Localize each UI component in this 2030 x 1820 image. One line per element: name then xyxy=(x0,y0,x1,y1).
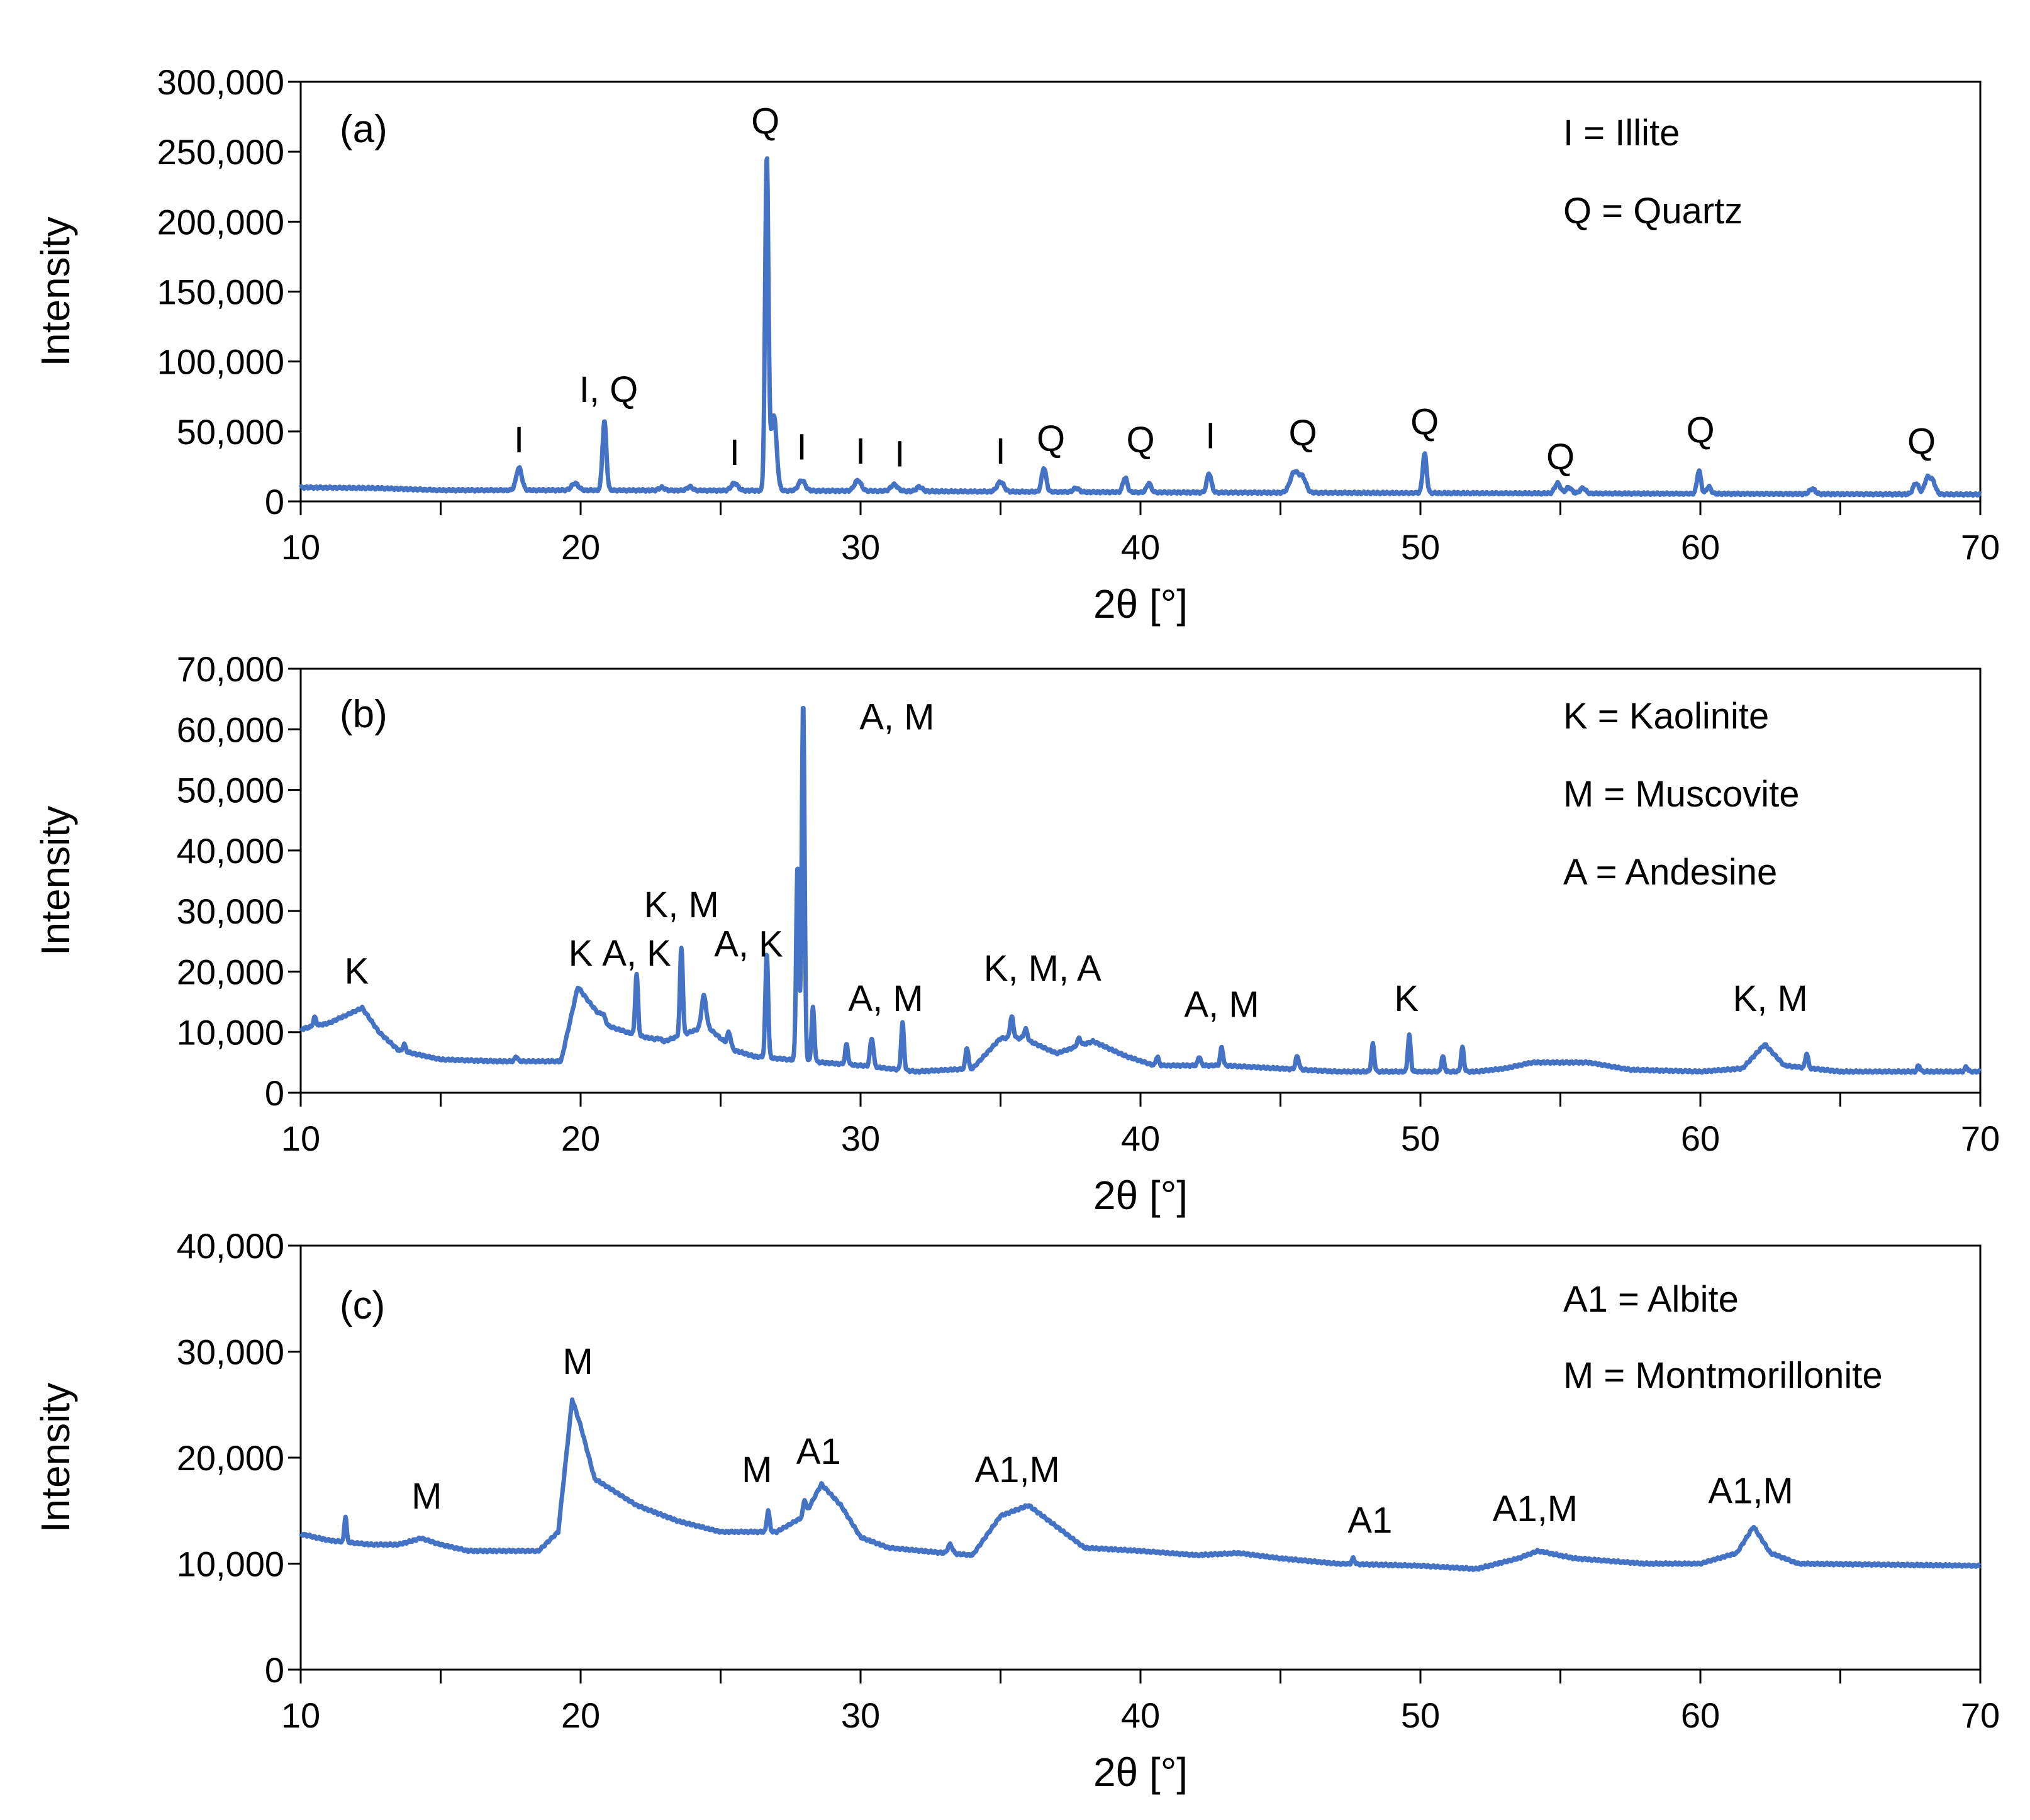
x-tick-label: 70 xyxy=(1961,1119,2000,1158)
peak-annotation: A, K xyxy=(714,924,783,964)
chart-panel-b: 0 10,000 20,000 30,000 40,000 50,000 60,000 70,… xyxy=(33,649,2000,1218)
y-tick-label: 50,000 xyxy=(177,412,284,452)
x-tick-label: 60 xyxy=(1681,1695,1720,1735)
panel-label: (c) xyxy=(340,1284,385,1327)
peak-annotation: A1,M xyxy=(1493,1488,1578,1529)
peak-annotation: A, M xyxy=(859,696,934,737)
x-axis-title: 2θ [°] xyxy=(1093,1173,1188,1218)
x-tick-label: 50 xyxy=(1401,1119,1440,1158)
x-tick-label: 30 xyxy=(841,1695,880,1735)
y-tick-label: 150,000 xyxy=(157,272,284,312)
peak-annotation: I xyxy=(995,431,1005,472)
x-axis-title: 2θ [°] xyxy=(1093,581,1188,627)
legend-entry: M = Montmorillonite xyxy=(1563,1355,1883,1396)
y-tick-label: 30,000 xyxy=(177,1332,284,1372)
y-tick-label: 20,000 xyxy=(177,952,284,991)
peak-annotation: I xyxy=(796,427,806,467)
x-tick-label: 50 xyxy=(1401,527,1440,567)
xrd-series-line xyxy=(298,156,1982,498)
y-tick-label: 0 xyxy=(265,1073,284,1113)
y-tick-label: 300,000 xyxy=(157,62,284,102)
peak-annotation: K, M, A xyxy=(984,948,1101,989)
peak-annotation: A1 xyxy=(796,1431,841,1472)
peak-annotation: K, M xyxy=(1733,978,1808,1019)
peak-annotation: A1,M xyxy=(1708,1470,1793,1511)
peak-annotation: K xyxy=(1394,978,1419,1019)
x-tick-label: 40 xyxy=(1121,1119,1160,1158)
y-axis-title: Intensity xyxy=(33,806,78,956)
x-tick-label: 40 xyxy=(1121,1695,1160,1735)
peak-annotation: Q xyxy=(1289,413,1317,454)
x-tick-label: 10 xyxy=(281,1119,320,1158)
x-tick-label: 70 xyxy=(1961,1695,2000,1735)
y-tick-label: 10,000 xyxy=(177,1013,284,1052)
x-tick-label: 60 xyxy=(1681,527,1720,567)
y-tick-label: 200,000 xyxy=(157,202,284,242)
peak-annotation: Q xyxy=(1546,437,1575,477)
peak-annotation: I xyxy=(514,420,524,461)
y-tick-label: 50,000 xyxy=(177,771,284,810)
y-tick-label: 40,000 xyxy=(177,1226,284,1266)
peak-annotation: M xyxy=(411,1476,442,1517)
y-axis-title: Intensity xyxy=(33,1383,78,1532)
legend-entry: I = Illite xyxy=(1563,113,1680,154)
chart-panel-a: 0 50,000 100,000 150,000 200,000 250,000 300,0… xyxy=(33,62,2000,627)
x-axis-title: 2θ [°] xyxy=(1093,1750,1188,1795)
y-tick-label: 60,000 xyxy=(177,710,284,749)
x-tick-label: 20 xyxy=(561,527,600,567)
panel-label: (a) xyxy=(340,108,388,151)
panel-label: (b) xyxy=(340,693,388,736)
peak-annotation: I xyxy=(856,431,866,472)
x-tick-label: 10 xyxy=(281,1695,320,1735)
y-tick-label: 0 xyxy=(265,1650,284,1690)
y-tick-label: 70,000 xyxy=(177,649,284,689)
y-tick-label: 100,000 xyxy=(157,342,284,382)
peak-annotation: Q xyxy=(1907,421,1936,462)
peak-annotation: I xyxy=(730,432,740,473)
peak-annotation: A, K xyxy=(602,933,671,974)
x-tick-label: 40 xyxy=(1121,527,1160,567)
peak-annotation: A, M xyxy=(1184,985,1259,1025)
peak-annotation: K, M xyxy=(644,885,719,925)
peak-annotation: K xyxy=(569,933,593,974)
chart-panel-c: 0 10,000 20,000 30,000 40,000 10 20 30 40 50 60 70 2… xyxy=(33,1226,2000,1795)
legend-entry: M = Muscovite xyxy=(1563,774,1800,815)
y-tick-label: 250,000 xyxy=(157,132,284,172)
x-tick-label: 30 xyxy=(841,527,880,567)
y-tick-label: 40,000 xyxy=(177,831,284,871)
peak-annotation: Q xyxy=(1410,401,1439,442)
x-tick-label: 20 xyxy=(561,1119,600,1158)
x-tick-label: 70 xyxy=(1961,527,2000,567)
x-tick-label: 60 xyxy=(1681,1119,1720,1158)
legend-entry: A = Andesine xyxy=(1563,852,1777,893)
peak-annotation: Q xyxy=(1037,418,1065,459)
xrd-series-line xyxy=(299,1397,1982,1572)
peak-annotation: A, M xyxy=(848,978,923,1019)
x-tick-label: 50 xyxy=(1401,1695,1440,1735)
xrd-series-line xyxy=(299,706,1982,1075)
peak-annotation: I, Q xyxy=(579,369,638,410)
legend-entry: Q = Quartz xyxy=(1563,191,1743,232)
x-tick-label: 30 xyxy=(841,1119,880,1158)
peak-annotation: Q xyxy=(1686,410,1714,451)
y-tick-label: 30,000 xyxy=(177,891,284,931)
peak-annotation: A1,M xyxy=(975,1449,1060,1490)
legend-entry: K = Kaolinite xyxy=(1563,696,1769,737)
peak-annotation: M xyxy=(562,1341,593,1382)
peak-annotation: M xyxy=(742,1449,772,1490)
legend-entry: A1 = Albite xyxy=(1563,1279,1739,1320)
peak-annotation: I xyxy=(895,433,905,474)
peak-annotation: I xyxy=(1205,416,1215,457)
y-tick-label: 20,000 xyxy=(177,1438,284,1478)
y-tick-label: 10,000 xyxy=(177,1544,284,1584)
x-tick-label: 20 xyxy=(561,1695,600,1735)
y-axis-title: Intensity xyxy=(33,216,78,366)
peak-annotation: Q xyxy=(751,101,779,142)
peak-annotation: K xyxy=(345,951,369,992)
x-tick-label: 10 xyxy=(281,527,320,567)
peak-annotation: Q xyxy=(1126,420,1154,461)
peak-annotation: A1 xyxy=(1347,1500,1392,1541)
y-tick-label: 0 xyxy=(265,482,284,522)
